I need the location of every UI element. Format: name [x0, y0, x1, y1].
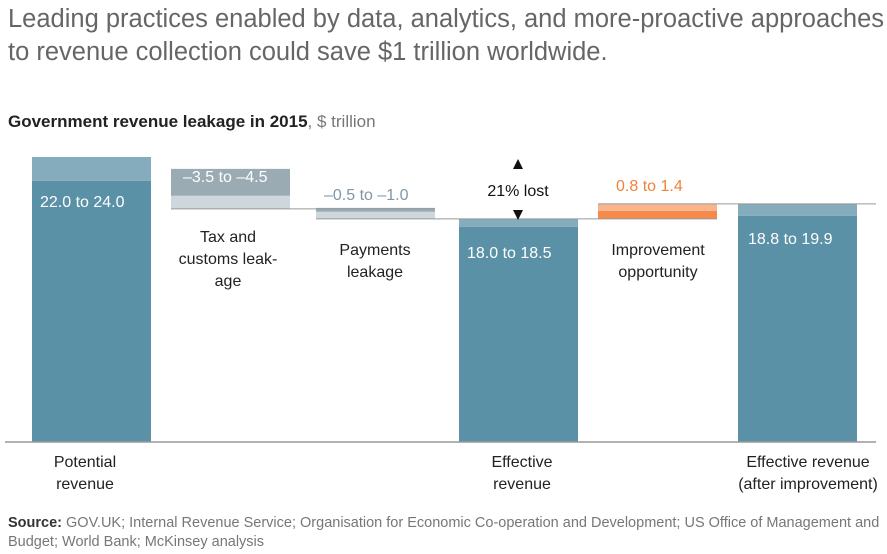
arrow-down-icon	[513, 210, 523, 220]
category-label-1: age	[215, 273, 242, 290]
value-label-final: 18.8 to 19.9	[748, 231, 833, 248]
bar-potential-range	[32, 157, 151, 181]
value-label-tax: –3.5 to –4.5	[183, 169, 268, 186]
source-note: Source: GOV.UK; Internal Revenue Service…	[8, 514, 887, 552]
category-label-1: customs leak-	[179, 251, 278, 268]
bar-final-range	[738, 203, 857, 216]
bar-tax-leakage-range	[171, 195, 290, 209]
annotation-lost: 21% lost	[487, 183, 549, 200]
value-label-effective: 18.0 to 18.5	[467, 245, 552, 262]
bar-effective-revenue-after	[738, 215, 857, 442]
value-label-payments: –0.5 to –1.0	[324, 187, 409, 204]
value-label-improvement: 0.8 to 1.4	[616, 178, 683, 195]
headline: Leading practices enabled by data, analy…	[8, 5, 885, 66]
arrow-up-icon	[513, 159, 523, 169]
bar-payments-leakage	[316, 207, 435, 212]
category-label-4: Improvement	[611, 242, 705, 259]
source-label: Source:	[8, 515, 62, 531]
bar-tax-leakage	[171, 168, 290, 196]
category-label-0: Potential	[54, 454, 116, 471]
bar-potential-revenue	[32, 180, 151, 442]
chart-title: Government revenue leakage in 2015	[8, 112, 308, 131]
source-text: GOV.UK; Internal Revenue Service; Organi…	[8, 515, 880, 550]
category-label-1: Tax and	[200, 229, 256, 246]
category-label-2: Payments	[339, 242, 410, 259]
category-label-4: opportunity	[618, 264, 697, 281]
category-label-3: Effective	[491, 454, 552, 471]
chart-unit: , $ trillion	[307, 112, 376, 131]
category-label-5: (after improvement)	[738, 476, 878, 493]
value-label-potential: 22.0 to 24.0	[40, 194, 125, 211]
bar-effective-range	[459, 218, 578, 227]
category-label-2: leakage	[347, 264, 403, 281]
chart-subtitle: Government revenue leakage in 2015, $ tr…	[8, 112, 376, 132]
category-label-5: Effective revenue	[746, 454, 869, 471]
bar-payments-leakage-range	[316, 211, 435, 219]
category-label-0: revenue	[56, 476, 114, 493]
category-label-3: revenue	[493, 476, 551, 493]
bar-improvement-range	[598, 203, 717, 211]
waterfall-chart: 22.0 to 24.0 –3.5 to –4.5 –0.5 to –1.0 18.0…	[5, 157, 878, 493]
bar-effective-revenue	[459, 226, 578, 442]
bar-improvement-opportunity	[598, 210, 717, 219]
